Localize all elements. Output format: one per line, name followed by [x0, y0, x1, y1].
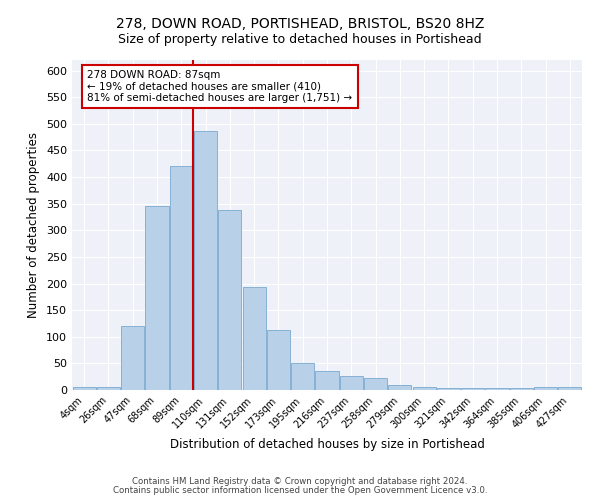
Bar: [121, 326, 144, 390]
Bar: [291, 364, 314, 390]
Bar: [242, 288, 266, 390]
Bar: [73, 387, 95, 390]
Text: 278 DOWN ROAD: 87sqm
← 19% of detached houses are smaller (410)
81% of semi-deta: 278 DOWN ROAD: 87sqm ← 19% of detached h…: [88, 70, 352, 103]
Bar: [340, 376, 363, 390]
Bar: [267, 330, 290, 390]
Bar: [97, 387, 120, 390]
Bar: [485, 388, 509, 390]
Bar: [413, 388, 436, 390]
Text: 278, DOWN ROAD, PORTISHEAD, BRISTOL, BS20 8HZ: 278, DOWN ROAD, PORTISHEAD, BRISTOL, BS2…: [116, 18, 484, 32]
Text: Size of property relative to detached houses in Portishead: Size of property relative to detached ho…: [118, 32, 482, 46]
Bar: [559, 388, 581, 390]
Text: Contains public sector information licensed under the Open Government Licence v3: Contains public sector information licen…: [113, 486, 487, 495]
Bar: [388, 384, 412, 390]
Y-axis label: Number of detached properties: Number of detached properties: [28, 132, 40, 318]
Bar: [364, 378, 387, 390]
Bar: [218, 210, 241, 390]
Bar: [510, 388, 533, 390]
X-axis label: Distribution of detached houses by size in Portishead: Distribution of detached houses by size …: [170, 438, 484, 451]
Bar: [145, 206, 169, 390]
Bar: [170, 166, 193, 390]
Text: Contains HM Land Registry data © Crown copyright and database right 2024.: Contains HM Land Registry data © Crown c…: [132, 477, 468, 486]
Bar: [534, 388, 557, 390]
Bar: [316, 372, 338, 390]
Bar: [461, 388, 484, 390]
Bar: [194, 131, 217, 390]
Bar: [437, 388, 460, 390]
